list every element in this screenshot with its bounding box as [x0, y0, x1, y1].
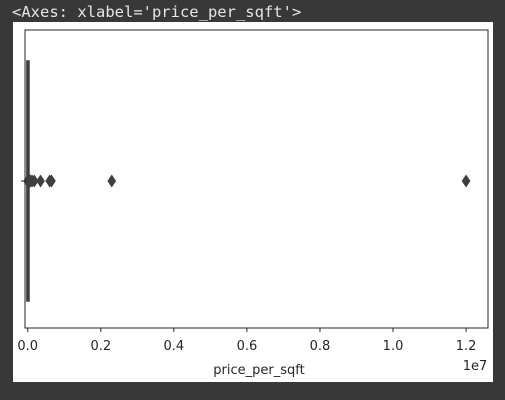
- axes-frame: [24, 29, 489, 329]
- outlier-point-7: [29, 174, 39, 188]
- outlier-point-8: [36, 174, 45, 188]
- x-tick-label-1: 0.2: [90, 339, 111, 354]
- plot-layer: [23, 60, 471, 302]
- x-axis-label: price_per_sqft: [213, 363, 304, 378]
- x-tick-label-2: 0.4: [164, 339, 185, 354]
- box-plot-chart: 1e7 price_per_sqft 0.0 0.2 0.4 0.6 0.8 1.0 1.2: [17, 29, 489, 378]
- outlier-point-10: [47, 174, 56, 188]
- x-tick-label-4: 0.8: [310, 339, 331, 354]
- x-tick-label-0: 0.0: [17, 339, 38, 354]
- x-tick-label-6: 1.2: [456, 339, 477, 354]
- x-tick-label-5: 1.0: [383, 339, 404, 354]
- outlier-point-11: [107, 174, 117, 188]
- figure-canvas: 1e7 price_per_sqft 0.0 0.2 0.4 0.6 0.8 1.0 1.2: [13, 22, 493, 382]
- axes-repr-output: <Axes: xlabel='price_per_sqft'>: [12, 3, 302, 21]
- outlier-point-12: [461, 174, 471, 188]
- x-offset-label: 1e7: [463, 359, 488, 374]
- x-tick-label-3: 0.6: [237, 339, 258, 354]
